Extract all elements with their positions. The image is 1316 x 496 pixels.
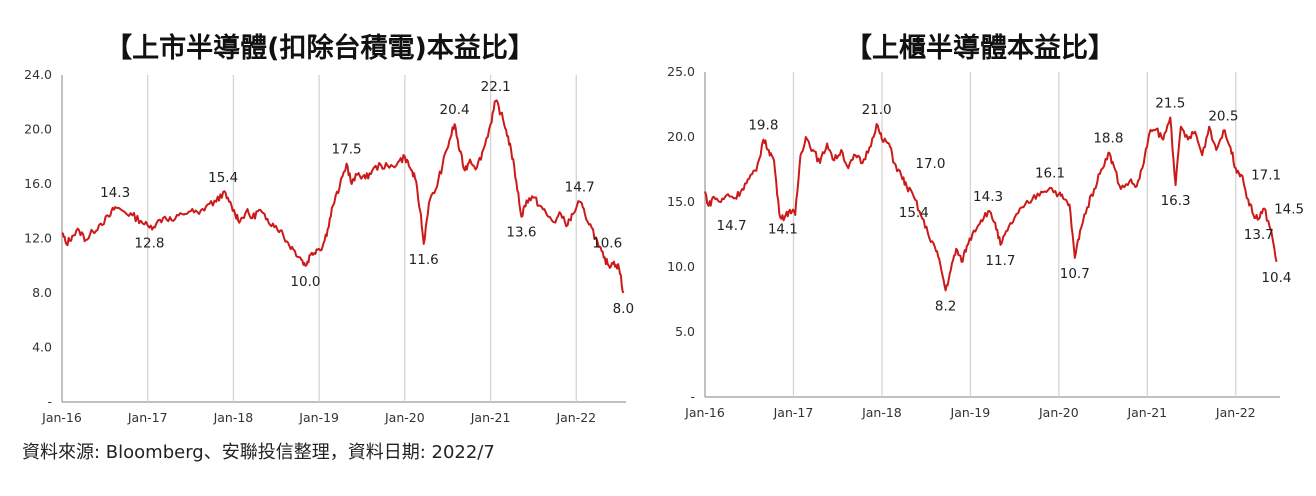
y-tick-label: 25.0 — [667, 64, 695, 79]
data-label: 21.5 — [1155, 96, 1185, 112]
data-label: 19.8 — [748, 118, 778, 134]
x-tick-label: Jan-16 — [684, 405, 725, 420]
data-label: 16.3 — [1161, 193, 1191, 209]
data-label: 10.4 — [1261, 270, 1291, 286]
x-tick-label: Jan-18 — [213, 410, 254, 425]
y-tick-label: 24.0 — [24, 67, 52, 82]
left-chart-title: 【上市半導體(扣除台積電)本益比】 — [105, 33, 535, 64]
data-label: 13.7 — [1244, 227, 1274, 243]
x-tick-label: Jan-22 — [555, 410, 596, 425]
data-label: 15.4 — [208, 170, 238, 186]
y-tick-label: - — [690, 389, 695, 404]
data-label: 11.6 — [409, 252, 439, 268]
data-label: 21.0 — [862, 102, 892, 118]
x-tick-label: Jan-20 — [384, 410, 425, 425]
data-label: 8.0 — [613, 301, 634, 317]
x-tick-label: Jan-17 — [773, 405, 814, 420]
data-label: 8.2 — [935, 298, 956, 314]
y-tick-label: 16.0 — [24, 176, 52, 191]
x-tick-label: Jan-17 — [127, 410, 168, 425]
x-tick-label: Jan-21 — [1126, 405, 1167, 420]
data-label: 10.0 — [290, 274, 320, 290]
data-label: 17.5 — [332, 142, 362, 158]
pe-ratio-line — [704, 116, 1278, 292]
x-tick-label: Jan-21 — [470, 410, 511, 425]
y-tick-label: 12.0 — [24, 231, 52, 246]
data-label: 17.1 — [1251, 168, 1281, 184]
data-label: 18.8 — [1093, 131, 1123, 147]
data-label: 10.7 — [1060, 266, 1090, 282]
data-label: 10.6 — [592, 236, 622, 252]
y-tick-label: - — [47, 394, 52, 409]
data-label: 14.3 — [100, 185, 130, 201]
data-label: 14.5 — [1274, 202, 1304, 218]
data-label: 15.4 — [899, 205, 929, 221]
data-label: 13.6 — [506, 225, 536, 241]
x-tick-label: Jan-19 — [950, 405, 991, 420]
x-tick-label: Jan-20 — [1038, 405, 1079, 420]
data-label: 14.7 — [717, 218, 747, 234]
right-chart: 25.0 20.0 15.0 10.0 5.0 -Jan-16 Jan-17 Jan-18 Ja… — [667, 64, 1304, 420]
data-label: 16.1 — [1035, 166, 1065, 182]
left-chart: 24.0 20.0 16.0 12.0 8.0 4.0 -Jan-16 Jan-17 Jan-1… — [24, 67, 634, 425]
x-tick-label: Jan-18 — [861, 405, 902, 420]
x-tick-label: Jan-19 — [298, 410, 339, 425]
y-tick-label: 15.0 — [667, 194, 695, 209]
data-label: 11.7 — [985, 253, 1015, 269]
data-label: 20.5 — [1208, 109, 1238, 125]
data-label: 17.0 — [915, 156, 945, 172]
pe-ratio-line — [61, 99, 625, 294]
data-label: 12.8 — [134, 236, 164, 252]
data-label: 14.7 — [565, 180, 595, 196]
data-label: 14.1 — [768, 222, 798, 238]
y-tick-label: 5.0 — [675, 324, 695, 339]
x-tick-label: Jan-22 — [1215, 405, 1256, 420]
data-label: 22.1 — [481, 79, 511, 95]
y-tick-label: 20.0 — [24, 122, 52, 137]
right-chart-title: 【上櫃半導體本益比】 — [845, 33, 1115, 64]
source-note: 資料來源: Bloomberg、安聯投信整理，資料日期: 2022/7 — [22, 442, 495, 463]
y-tick-label: 4.0 — [32, 340, 52, 355]
data-label: 14.3 — [973, 189, 1003, 205]
data-label: 20.4 — [440, 102, 470, 118]
y-tick-label: 10.0 — [667, 259, 695, 274]
y-tick-label: 20.0 — [667, 129, 695, 144]
x-tick-label: Jan-16 — [41, 410, 82, 425]
y-tick-label: 8.0 — [32, 285, 52, 300]
